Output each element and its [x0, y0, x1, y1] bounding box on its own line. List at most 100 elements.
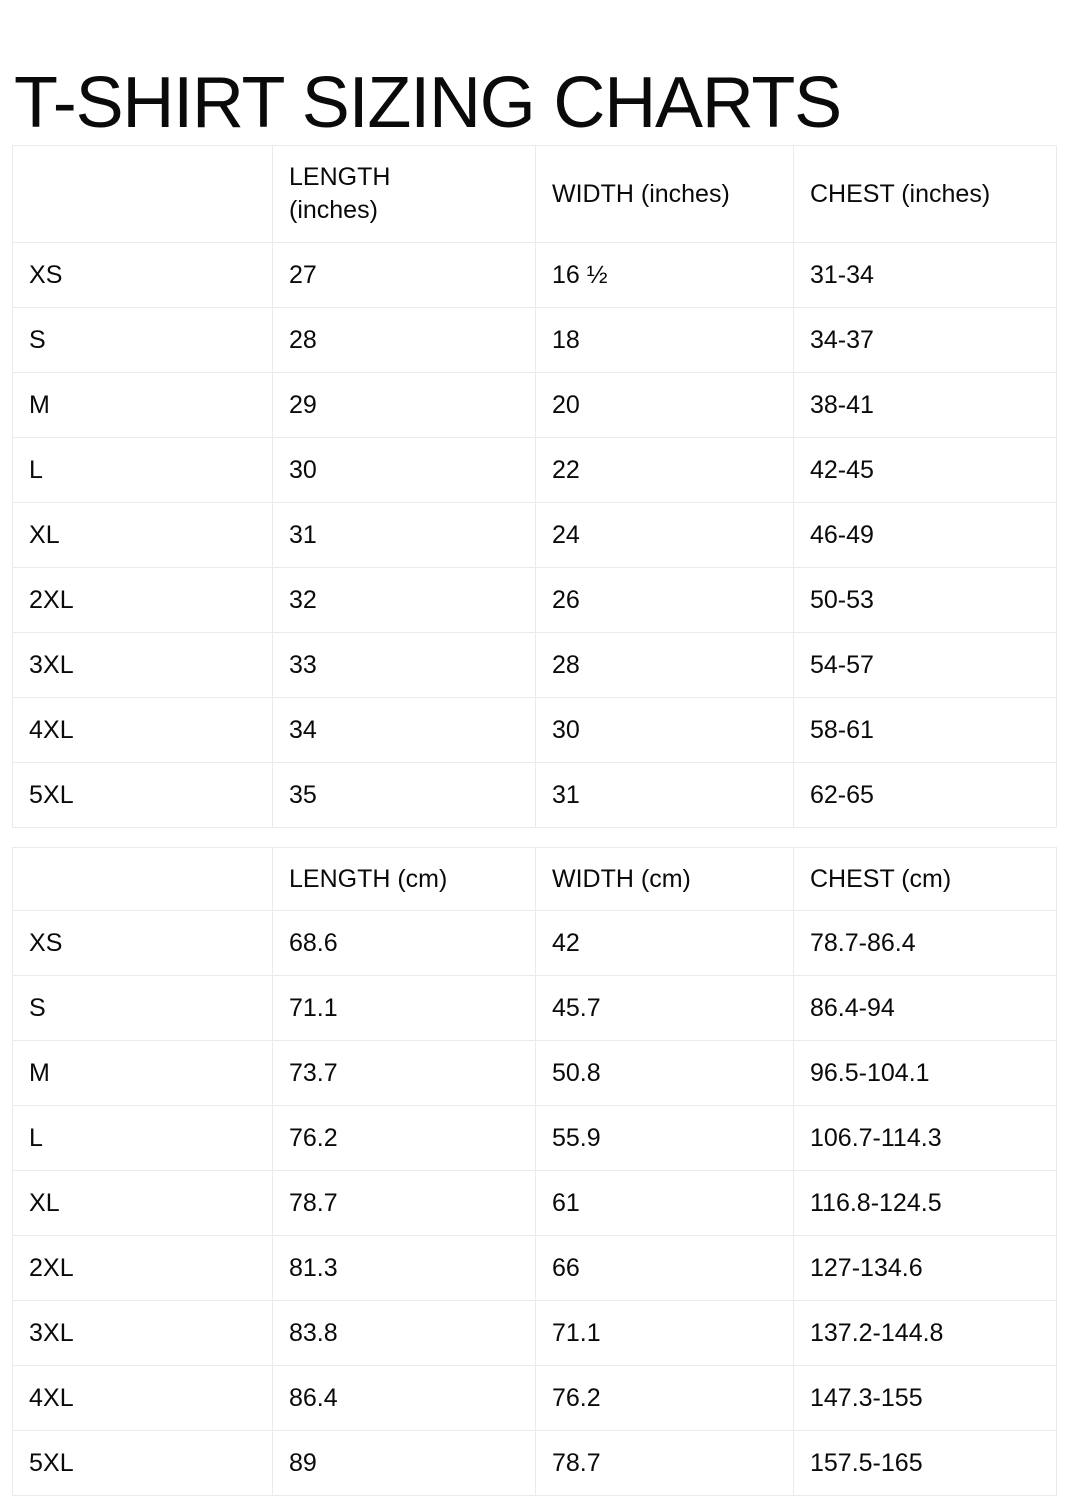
cell-width: 18 [535, 307, 794, 373]
table-row: 2XL 81.3 66 127-134.6 [12, 1235, 1057, 1301]
cell-size: 2XL [12, 1235, 273, 1301]
cell-size: 4XL [12, 1365, 273, 1431]
header-length: LENGTH (inches) [272, 145, 536, 243]
cell-chest: 147.3-155 [793, 1365, 1057, 1431]
table-row: 3XL 33 28 54-57 [12, 632, 1057, 698]
table-row: 5XL 89 78.7 157.5-165 [12, 1430, 1057, 1496]
table-row: S 71.1 45.7 86.4-94 [12, 975, 1057, 1041]
cell-width: 20 [535, 372, 794, 438]
table-row: L 30 22 42-45 [12, 437, 1057, 503]
cell-size: XS [12, 910, 273, 976]
table-header-row: LENGTH (inches) WIDTH (inches) CHEST (in… [12, 145, 1057, 243]
cell-length: 29 [272, 372, 536, 438]
cell-length: 76.2 [272, 1105, 536, 1171]
table-row: XS 68.6 42 78.7-86.4 [12, 910, 1057, 976]
cell-chest: 54-57 [793, 632, 1057, 698]
cell-chest: 116.8-124.5 [793, 1170, 1057, 1236]
inches-table-body: XS 27 16 ½ 31-34 S 28 18 34-37 M 29 20 3… [12, 242, 1057, 828]
cell-size: XL [12, 1170, 273, 1236]
inches-sizing-table: LENGTH (inches) WIDTH (inches) CHEST (in… [12, 145, 1057, 828]
cell-width: 61 [535, 1170, 794, 1236]
inches-table-head: LENGTH (inches) WIDTH (inches) CHEST (in… [12, 145, 1057, 243]
cell-size: S [12, 307, 273, 373]
cell-length: 78.7 [272, 1170, 536, 1236]
cell-chest: 78.7-86.4 [793, 910, 1057, 976]
cell-size: 3XL [12, 1300, 273, 1366]
cell-length: 68.6 [272, 910, 536, 976]
table-row: 4XL 34 30 58-61 [12, 697, 1057, 763]
cell-width: 28 [535, 632, 794, 698]
cell-width: 31 [535, 762, 794, 828]
header-length-line2: (inches) [289, 196, 378, 224]
header-size [12, 145, 273, 243]
header-size [12, 847, 273, 911]
table-row: M 73.7 50.8 96.5-104.1 [12, 1040, 1057, 1106]
cell-size: 3XL [12, 632, 273, 698]
cell-chest: 42-45 [793, 437, 1057, 503]
cell-length: 89 [272, 1430, 536, 1496]
table-row: XS 27 16 ½ 31-34 [12, 242, 1057, 308]
cell-length: 28 [272, 307, 536, 373]
cell-length: 83.8 [272, 1300, 536, 1366]
cell-size: L [12, 437, 273, 503]
table-row: M 29 20 38-41 [12, 372, 1057, 438]
cell-chest: 137.2-144.8 [793, 1300, 1057, 1366]
cm-sizing-table: LENGTH (cm) WIDTH (cm) CHEST (cm) XS 68.… [12, 847, 1057, 1496]
cell-size: L [12, 1105, 273, 1171]
cm-table-body: XS 68.6 42 78.7-86.4 S 71.1 45.7 86.4-94… [12, 910, 1057, 1496]
cell-length: 34 [272, 697, 536, 763]
cell-width: 26 [535, 567, 794, 633]
cell-width: 78.7 [535, 1430, 794, 1496]
cell-chest: 34-37 [793, 307, 1057, 373]
cell-width: 66 [535, 1235, 794, 1301]
header-length: LENGTH (cm) [272, 847, 536, 911]
cell-size: 5XL [12, 762, 273, 828]
cell-chest: 58-61 [793, 697, 1057, 763]
header-width: WIDTH (inches) [535, 145, 794, 243]
header-chest: CHEST (cm) [793, 847, 1057, 911]
cell-chest: 96.5-104.1 [793, 1040, 1057, 1106]
cell-length: 33 [272, 632, 536, 698]
cell-chest: 86.4-94 [793, 975, 1057, 1041]
table-row: XL 31 24 46-49 [12, 502, 1057, 568]
page-title: T-SHIRT SIZING CHARTS [14, 63, 842, 144]
cell-chest: 62-65 [793, 762, 1057, 828]
cell-size: S [12, 975, 273, 1041]
cell-width: 71.1 [535, 1300, 794, 1366]
cell-size: 5XL [12, 1430, 273, 1496]
cell-size: M [12, 1040, 273, 1106]
cell-length: 73.7 [272, 1040, 536, 1106]
table-row: S 28 18 34-37 [12, 307, 1057, 373]
header-length-line1: LENGTH [289, 163, 391, 191]
cell-chest: 31-34 [793, 242, 1057, 308]
cell-length: 27 [272, 242, 536, 308]
cell-length: 71.1 [272, 975, 536, 1041]
table-row: 3XL 83.8 71.1 137.2-144.8 [12, 1300, 1057, 1366]
cell-size: XL [12, 502, 273, 568]
cell-width: 30 [535, 697, 794, 763]
table-row: L 76.2 55.9 106.7-114.3 [12, 1105, 1057, 1171]
cell-width: 76.2 [535, 1365, 794, 1431]
cell-chest: 106.7-114.3 [793, 1105, 1057, 1171]
cell-length: 86.4 [272, 1365, 536, 1431]
cell-chest: 38-41 [793, 372, 1057, 438]
cell-size: XS [12, 242, 273, 308]
cell-length: 81.3 [272, 1235, 536, 1301]
cell-width: 45.7 [535, 975, 794, 1041]
cell-length: 35 [272, 762, 536, 828]
cell-chest: 50-53 [793, 567, 1057, 633]
cell-width: 50.8 [535, 1040, 794, 1106]
cell-size: M [12, 372, 273, 438]
cell-width: 22 [535, 437, 794, 503]
cell-width: 16 ½ [535, 242, 794, 308]
cm-table-head: LENGTH (cm) WIDTH (cm) CHEST (cm) [12, 847, 1057, 911]
cell-size: 4XL [12, 697, 273, 763]
header-chest: CHEST (inches) [793, 145, 1057, 243]
table-header-row: LENGTH (cm) WIDTH (cm) CHEST (cm) [12, 847, 1057, 911]
cell-chest: 127-134.6 [793, 1235, 1057, 1301]
table-row: 2XL 32 26 50-53 [12, 567, 1057, 633]
cell-length: 31 [272, 502, 536, 568]
cell-size: 2XL [12, 567, 273, 633]
cell-chest: 157.5-165 [793, 1430, 1057, 1496]
